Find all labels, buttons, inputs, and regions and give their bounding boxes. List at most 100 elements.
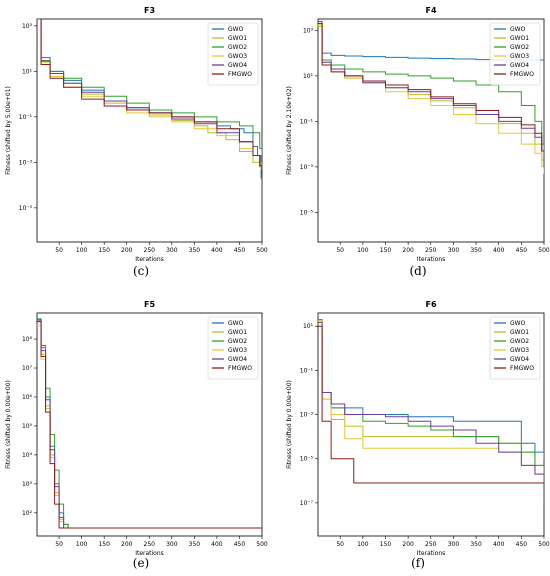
f5-x-tick-label: 350 — [189, 541, 201, 548]
f4-y-tick-label: 10¹ — [303, 73, 314, 80]
f6-series-gwo2 — [318, 319, 544, 475]
f4-y-tick-label: 10⁻⁵ — [300, 209, 314, 216]
f5-series-gwo1 — [37, 321, 262, 529]
f4-x-tick-label: 500 — [538, 247, 550, 254]
f5-title: F5 — [144, 300, 155, 309]
f4-legend-label-fmgwo: FMGWO — [510, 71, 534, 78]
f4-legend-label-gwo4: GWO4 — [510, 62, 529, 69]
f3-legend-label-gwo3: GWO3 — [228, 53, 247, 60]
panel-label-e: (e) — [133, 556, 149, 570]
f3-x-tick-label: 500 — [256, 247, 268, 254]
f4-series-group — [318, 20, 544, 174]
f5-legend-label-gwo3: GWO3 — [228, 347, 247, 354]
f4-series-gwo2 — [318, 23, 544, 161]
f5-series-group — [37, 318, 262, 529]
panel-f3: 50 100 150 200 250 300 350 400 450 500 10³ 10¹ 10⁻¹ 1… — [5, 6, 268, 263]
f6-x-tick-label: 500 — [538, 541, 550, 548]
f3-legend: GWO GWO1 GWO2 GWO3 GWO4 FMGWO — [207, 22, 259, 86]
panel-label-f: (f) — [411, 556, 425, 570]
f3-x-tick-label: 150 — [98, 247, 110, 254]
f6-x-tick-label: 150 — [380, 541, 392, 548]
f6-x-tick-label: 250 — [425, 541, 437, 548]
f5-y-tick-label: 10⁶ — [22, 394, 33, 401]
f3-y-tick-label: 10⁻⁵ — [19, 205, 33, 212]
panel-label-d: (d) — [409, 264, 426, 278]
f5-legend: GWO GWO1 GWO2 GWO3 GWO4 FMGWO — [207, 316, 259, 380]
f6-y-tick-label: 10⁻⁷ — [300, 500, 314, 507]
f3-y-tick-label: 10³ — [22, 23, 33, 30]
f4-legend-label-gwo: GWO — [510, 26, 526, 33]
f4-series-fmgwo — [318, 23, 544, 167]
f3-legend-label-fmgwo: FMGWO — [228, 71, 252, 78]
f6-legend-label-gwo4: GWO4 — [510, 356, 529, 363]
f5-x-tick-label: 450 — [234, 541, 246, 548]
panel-label-c: (c) — [133, 264, 149, 278]
f4-x-tick-label: 400 — [493, 247, 505, 254]
f3-legend-label-gwo4: GWO4 — [228, 62, 247, 69]
f3-x-axis-label: Iterations — [135, 256, 164, 263]
f6-x-tick-label: 350 — [470, 541, 482, 548]
f5-legend-label-fmgwo: FMGWO — [228, 365, 252, 372]
f4-y-axis-label: Fitness (shifted by 2.10e+02) — [286, 86, 293, 175]
f6-x-tick-label: 200 — [402, 541, 414, 548]
f6-y-tick-label: 10⁻⁵ — [300, 456, 314, 463]
f5-y-tick-label: 10³ — [22, 481, 33, 488]
f4-series-gwo — [318, 23, 544, 61]
f5-y-tick-label: 10² — [22, 510, 33, 517]
f6-y-tick-label: 10⁻³ — [300, 412, 314, 419]
f5-legend-label-gwo: GWO — [228, 320, 244, 327]
f3-x-tick-label: 200 — [121, 247, 133, 254]
f3-legend-label-gwo: GWO — [228, 26, 244, 33]
f4-x-tick-label: 200 — [402, 247, 414, 254]
f4-legend-label-gwo1: GWO1 — [510, 35, 529, 42]
f3-y-axis-label: Fitness (shifted by 5.00e+01) — [5, 86, 12, 175]
f5-x-tick-label: 500 — [256, 541, 268, 548]
f5-x-tick-label: 300 — [166, 541, 178, 548]
f4-legend-label-gwo2: GWO2 — [510, 44, 529, 51]
f6-x-tick-label: 100 — [357, 541, 369, 548]
f5-y-tick-label: 10⁴ — [22, 452, 33, 459]
f5-y-axis-label: Fitness (shifted by 0.00e+00) — [5, 380, 12, 469]
f3-x-tick-label: 450 — [234, 247, 246, 254]
panel-f4: 50 100 150 200 250 300 350 400 450 500 10³ 10¹ 10⁻¹ 1… — [286, 6, 550, 263]
f4-y-tick-label: 10³ — [303, 27, 314, 34]
f6-legend: GWO GWO1 GWO2 GWO3 GWO4 FMGWO — [489, 316, 541, 380]
f3-x-tick-label: 250 — [144, 247, 156, 254]
f3-title: F3 — [144, 6, 155, 15]
f5-legend-label-gwo4: GWO4 — [228, 356, 247, 363]
f6-series-gwo4 — [318, 321, 544, 488]
f5-y-tick-label: 10⁸ — [22, 336, 33, 343]
f6-title: F6 — [425, 300, 436, 309]
f4-y-tick-label: 10⁻³ — [300, 164, 314, 171]
f5-x-tick-label: 100 — [76, 541, 88, 548]
f3-legend-label-gwo2: GWO2 — [228, 44, 247, 51]
f4-x-tick-label: 100 — [357, 247, 369, 254]
f6-x-tick-label: 300 — [448, 541, 460, 548]
f3-x-tick-label: 100 — [76, 247, 88, 254]
f6-legend-label-gwo: GWO — [510, 320, 526, 327]
f3-x-tick-label: 300 — [166, 247, 178, 254]
f5-y-tick-label: 10⁷ — [22, 365, 33, 372]
f3-x-tick-label: 50 — [55, 247, 63, 254]
f5-series-gwo4 — [37, 319, 262, 529]
f6-legend-label-fmgwo: FMGWO — [510, 365, 534, 372]
f5-x-tick-label: 200 — [121, 541, 133, 548]
f6-x-axis-label: Iterations — [417, 550, 446, 557]
f6-legend-label-gwo2: GWO2 — [510, 338, 529, 345]
f5-y-tick-label: 10⁵ — [22, 423, 33, 430]
f4-x-tick-label: 150 — [380, 247, 392, 254]
f4-x-tick-label: 350 — [470, 247, 482, 254]
f3-series-group — [37, 19, 262, 231]
f4-legend: GWO GWO1 GWO2 GWO3 GWO4 FMGWO — [489, 22, 541, 86]
f5-x-tick-label: 150 — [98, 541, 110, 548]
f6-series-group — [318, 319, 544, 506]
f5-x-tick-label: 250 — [144, 541, 156, 548]
panel-f6: 50 100 150 200 250 300 350 400 450 500 10¹ 10⁻¹ 10⁻³… — [286, 300, 550, 557]
f4-legend-label-gwo3: GWO3 — [510, 53, 529, 60]
f6-x-tick-label: 50 — [336, 541, 344, 548]
f6-y-tick-label: 10⁻¹ — [300, 367, 314, 374]
f6-legend-label-gwo3: GWO3 — [510, 347, 529, 354]
f4-y-tick-label: 10⁻¹ — [300, 118, 314, 125]
f3-series-fmgwo — [40, 19, 262, 231]
f4-title: F4 — [425, 6, 436, 15]
